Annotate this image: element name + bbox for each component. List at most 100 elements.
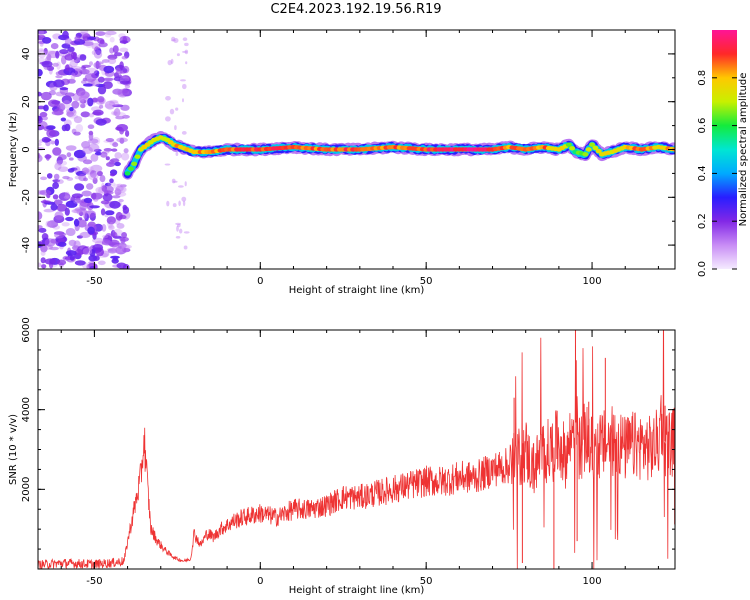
noise-blob — [116, 262, 127, 269]
noise-blob — [107, 54, 118, 60]
colorbar-tick-label: 0.0 — [697, 261, 708, 277]
faint-blob — [181, 50, 188, 53]
noise-blob — [65, 228, 76, 236]
noise-blob — [38, 211, 43, 221]
noise-blob — [57, 166, 69, 173]
noise-blob — [109, 200, 121, 209]
noise-blob — [114, 52, 123, 57]
noise-blob — [84, 39, 94, 48]
noise-blob — [103, 77, 114, 82]
noise-blob — [67, 78, 76, 84]
noise-blob — [103, 148, 113, 152]
noise-blob — [62, 175, 70, 180]
noise-blob — [71, 100, 80, 109]
faint-blob — [178, 185, 184, 188]
noise-blob — [46, 129, 56, 138]
noise-blob — [112, 104, 124, 108]
noise-blob — [121, 244, 132, 249]
faint-blob — [183, 245, 188, 250]
noise-blob — [112, 142, 119, 148]
noise-blob — [90, 153, 99, 162]
noise-blob — [59, 87, 69, 91]
noise-blob — [60, 117, 67, 122]
faint-blob — [182, 37, 188, 41]
colorbar-tick-label: 0.2 — [697, 213, 708, 229]
noise-blob — [68, 157, 74, 161]
noise-blob — [54, 211, 64, 220]
noise-blob — [84, 73, 97, 82]
faint-blob — [171, 178, 176, 184]
y-tick-label: 4000 — [21, 397, 32, 422]
noise-blob — [64, 207, 70, 216]
noise-blob — [106, 216, 116, 225]
noise-blob — [54, 162, 62, 171]
noise-blob — [43, 47, 48, 55]
faint-blob — [181, 196, 187, 202]
noise-blob — [124, 84, 131, 89]
y-tick-label: 20 — [21, 95, 32, 108]
noise-blob — [101, 224, 107, 232]
noise-blob — [78, 90, 89, 100]
noise-blob — [92, 111, 102, 116]
noise-blob — [62, 100, 71, 109]
noise-blob — [112, 45, 119, 54]
noise-blob — [79, 201, 88, 211]
colorbar — [712, 30, 737, 269]
faint-blob — [176, 53, 180, 57]
noise-blob — [40, 91, 52, 101]
noise-blob — [78, 217, 83, 221]
noise-blob — [38, 30, 44, 37]
faint-blob — [182, 200, 186, 207]
noise-blob — [44, 258, 56, 265]
noise-blob — [63, 195, 73, 200]
noise-blob — [113, 108, 121, 117]
ridge-cell — [582, 152, 589, 157]
noise-blob — [50, 43, 59, 50]
noise-blob — [58, 192, 71, 201]
noise-blob — [79, 231, 91, 238]
ridge-cell — [585, 147, 592, 152]
noise-blob — [96, 170, 103, 177]
noise-blob — [52, 181, 59, 190]
noise-blob — [77, 245, 89, 255]
noise-blob — [38, 225, 43, 229]
noise-blob — [114, 187, 119, 196]
noise-blob — [115, 112, 127, 119]
noise-blob — [74, 175, 82, 180]
noise-blob — [119, 80, 131, 85]
faint-blob — [182, 98, 184, 103]
noise-blob — [65, 92, 75, 97]
noise-blob — [105, 156, 110, 161]
noise-blob — [67, 46, 75, 53]
noise-blob — [88, 143, 100, 152]
noise-blob — [64, 38, 72, 45]
noise-blob — [81, 190, 92, 197]
noise-blob — [89, 249, 96, 257]
noise-blob — [86, 67, 98, 76]
x-tick-label: 0 — [257, 576, 263, 587]
noise-blob — [116, 183, 123, 188]
noise-blob — [75, 195, 81, 203]
noise-blob — [119, 61, 124, 71]
noise-blob — [53, 79, 65, 88]
noise-blob — [119, 76, 130, 83]
noise-blob — [43, 104, 49, 112]
faint-blob — [175, 236, 181, 239]
x-axis-label: Height of straight line (km) — [289, 585, 425, 596]
noise-blob — [49, 246, 59, 251]
noise-blob — [121, 248, 131, 253]
noise-blob — [98, 42, 108, 48]
ridge-cell — [131, 161, 138, 166]
noise-blob — [87, 97, 94, 107]
noise-blob — [120, 237, 126, 244]
noise-blob — [93, 49, 103, 59]
noise-blob — [102, 185, 114, 193]
noise-blob — [57, 179, 64, 184]
ridge-cell — [134, 154, 141, 159]
y-tick-label: 2000 — [21, 477, 32, 502]
noise-blob — [62, 30, 69, 39]
noise-blob — [52, 179, 61, 183]
faint-blob — [174, 125, 177, 131]
noise-blob — [39, 189, 52, 196]
noise-blob — [82, 83, 93, 87]
